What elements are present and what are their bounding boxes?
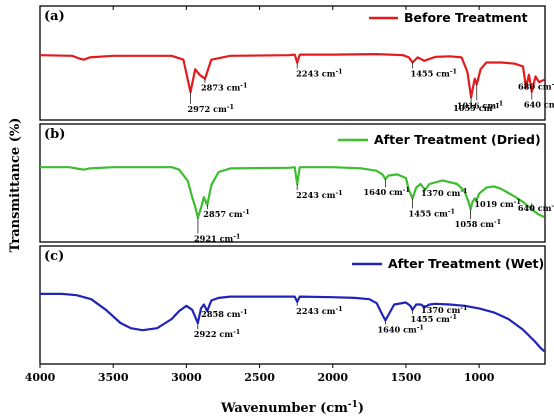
annotation-label: 1640 cm-1 [377, 323, 424, 334]
legend-label: Before Treatment [404, 10, 528, 25]
panel-frames: (a) (b) (c) [39, 5, 546, 365]
annotation-label: 2873 cm-1 [201, 82, 248, 93]
x-axis: 4000 3500 3000 2500 2000 1500 1000 Wavenumber (… [8, 6, 495, 416]
x-tick-label: 1000 [464, 371, 495, 384]
panel-frame [39, 5, 546, 121]
annotation-label: 1370 cm-1 [421, 304, 468, 315]
series-line [40, 166, 545, 219]
annotation-label: 2857 cm-1 [203, 208, 250, 219]
annotation-label: 2858 cm-1 [201, 308, 248, 319]
annotation-label: 640 cm-1 [524, 99, 554, 110]
panel-frame [39, 245, 546, 365]
annotation-label: 2243 cm-1 [296, 67, 343, 78]
annotation-label: 1455 cm-1 [411, 313, 458, 324]
annotation-label: 2972 cm-1 [187, 103, 234, 114]
series-line [40, 292, 546, 353]
series-line [39, 53, 545, 99]
annotation-label: 1455 cm-1 [409, 207, 456, 218]
x-tick-label: 1500 [391, 371, 422, 384]
panel-label: (c) [44, 249, 64, 264]
annotation-label: 1058 cm-1 [455, 218, 502, 229]
annotation-label: 2243 cm-1 [296, 189, 343, 200]
annotation-label: 640 cm-1 [518, 202, 554, 213]
annotation-label: 1370 cm-1 [421, 187, 468, 198]
legend-label: After Treatment (Wet) [388, 256, 544, 271]
x-tick-label: 4000 [25, 371, 56, 384]
annotation-label: 1455 cm-1 [411, 67, 458, 78]
x-tick-label: 2000 [317, 371, 348, 384]
annotation-label: 1640 cm-1 [363, 186, 410, 197]
annotation-label: 1055 cm-1 [453, 102, 500, 113]
annotation-label: 2921 cm-1 [194, 233, 241, 244]
x-tick-label: 2500 [244, 371, 275, 384]
panel-label: (a) [44, 9, 65, 24]
legend-label: After Treatment (Dried) [374, 132, 541, 147]
annotation-label: 680 cm-1 [518, 81, 554, 92]
panel-label: (b) [44, 127, 65, 142]
x-tick-label: 3000 [171, 371, 202, 384]
spectra [39, 53, 546, 353]
annotation-label: 1019 cm-1 [474, 198, 521, 209]
x-axis-label: Wavenumber (cm-1) [220, 400, 364, 416]
y-axis-label: Transmittance (%) [8, 118, 23, 253]
annotation-label: 1016 cm-1 [457, 99, 504, 110]
x-tick-label: 3500 [98, 371, 129, 384]
panel-frame [39, 123, 546, 243]
annotation-label: 2922 cm-1 [194, 328, 241, 339]
annotations: 2972 cm-1 2873 cm-1 2243 cm-1 1455 cm-1 1055… [187, 62, 554, 339]
legends: Before Treatment After Treatment (Dried) A… [338, 10, 544, 271]
annotation-label: 2243 cm-1 [296, 305, 343, 316]
